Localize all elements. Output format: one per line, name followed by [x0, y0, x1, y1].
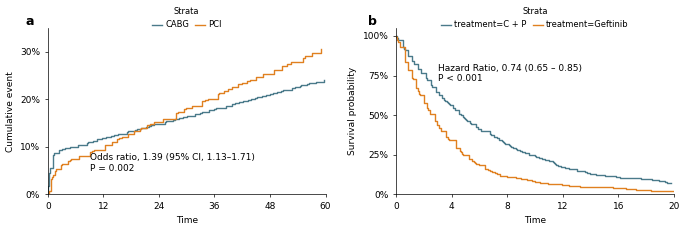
treatment=C + P [392, 35, 400, 38]
PCI [44, 193, 52, 196]
X-axis label: Time: Time [175, 216, 198, 225]
treatment=Geftinib [646, 189, 654, 192]
treatment=C + P [573, 169, 582, 172]
CABG [194, 112, 202, 115]
CABG [288, 87, 296, 90]
treatment=C + P [495, 139, 503, 141]
treatment=Geftinib [603, 186, 612, 189]
treatment=Geftinib [504, 175, 512, 178]
treatment=C + P [530, 153, 538, 156]
treatment=Geftinib [623, 187, 631, 190]
CABG [162, 120, 170, 123]
Text: Hazard Ratio, 0.74 (0.65 – 0.85)
P < 0.001: Hazard Ratio, 0.74 (0.65 – 0.85) P < 0.0… [438, 64, 582, 83]
Text: Odds ratio, 1.39 (95% CI, 1.13–1.71)
P = 0.002: Odds ratio, 1.39 (95% CI, 1.13–1.71) P =… [90, 153, 254, 173]
PCI [49, 174, 57, 177]
PCI [45, 193, 53, 196]
treatment=C + P [662, 181, 671, 184]
treatment=Geftinib [392, 35, 400, 37]
X-axis label: Time: Time [524, 216, 546, 225]
Y-axis label: Cumulative event: Cumulative event [5, 71, 14, 152]
Text: a: a [25, 15, 34, 28]
Line: CABG: CABG [48, 80, 323, 194]
Line: treatment=Geftinib: treatment=Geftinib [396, 36, 673, 191]
CABG [206, 109, 214, 112]
Y-axis label: Survival probability: Survival probability [348, 67, 357, 155]
Line: PCI: PCI [48, 49, 321, 194]
treatment=C + P [599, 173, 608, 176]
CABG [85, 141, 93, 143]
PCI [271, 72, 279, 75]
Legend: treatment=C + P, treatment=Geftinib: treatment=C + P, treatment=Geftinib [441, 7, 629, 30]
treatment=C + P [551, 161, 559, 164]
PCI [317, 48, 325, 51]
Line: treatment=C + P: treatment=C + P [396, 36, 671, 183]
treatment=Geftinib [669, 190, 677, 192]
Legend: CABG, PCI: CABG, PCI [152, 7, 222, 30]
treatment=C + P [442, 100, 450, 103]
treatment=Geftinib [656, 190, 664, 192]
CABG [44, 193, 52, 196]
PCI [115, 136, 123, 139]
CABG [319, 79, 327, 82]
CABG [235, 101, 243, 104]
treatment=Geftinib [585, 186, 593, 188]
Text: b: b [369, 15, 377, 28]
PCI [277, 65, 286, 67]
treatment=C + P [667, 181, 675, 184]
treatment=Geftinib [493, 171, 501, 174]
PCI [301, 56, 310, 59]
